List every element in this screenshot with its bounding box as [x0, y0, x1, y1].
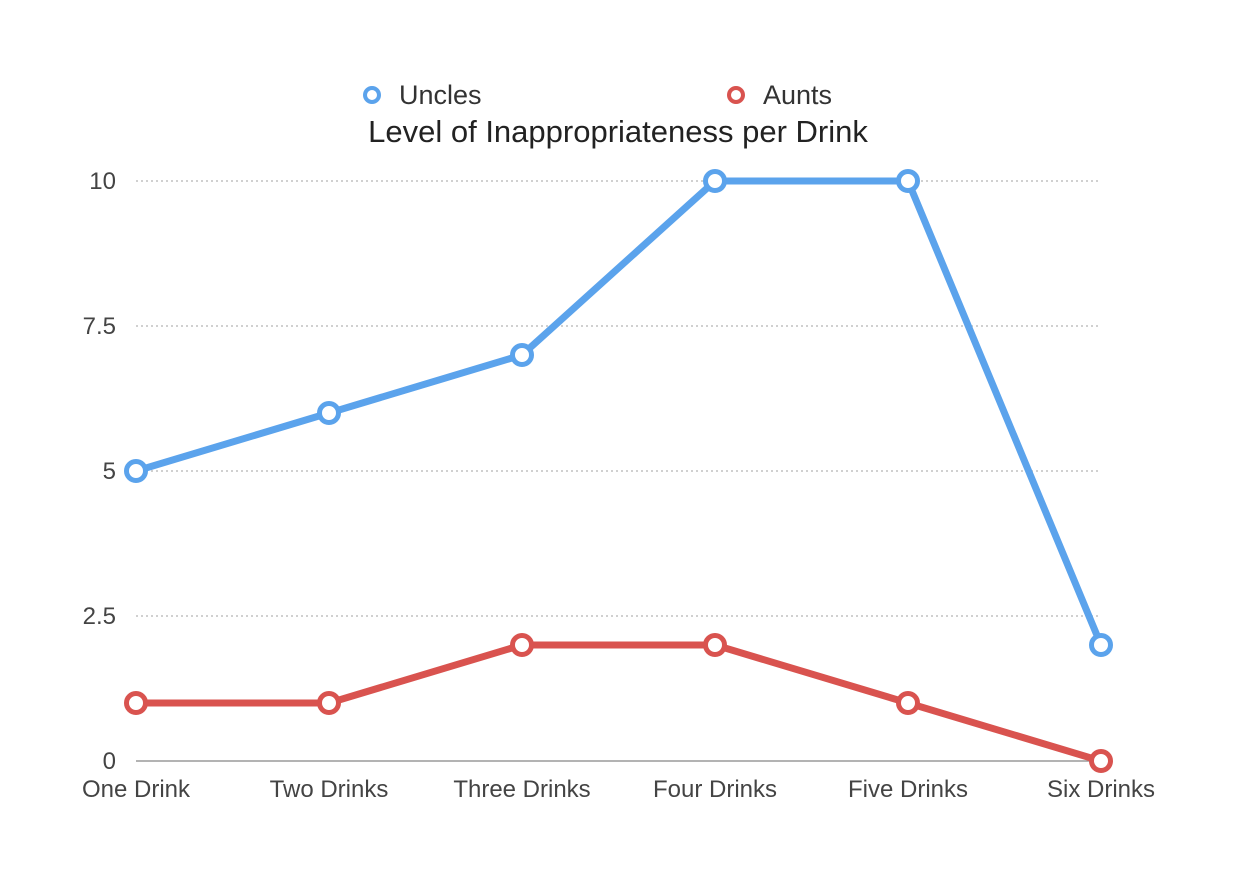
legend-label-aunts: Aunts: [763, 80, 832, 110]
data-point-aunts-six-drinks: [1089, 749, 1113, 773]
y-tick-label-10: 10: [89, 168, 116, 195]
data-point-aunts-one-drink: [124, 691, 148, 715]
data-point-uncles-three-drinks: [510, 343, 534, 367]
x-tick-label-two-drinks: Two Drinks: [270, 776, 389, 803]
grid: [136, 180, 1101, 617]
legend-marker-uncles: [363, 86, 381, 104]
y-tick-label-2-5: 2.5: [83, 603, 116, 630]
data-point-aunts-five-drinks: [896, 691, 920, 715]
data-point-aunts-two-drinks: [317, 691, 341, 715]
legend-label-uncles: Uncles: [399, 80, 482, 110]
series-uncles: [124, 169, 1113, 657]
legend: Uncles Aunts: [363, 80, 832, 110]
data-point-uncles-five-drinks: [896, 169, 920, 193]
data-point-uncles-one-drink: [124, 459, 148, 483]
data-point-aunts-four-drinks: [703, 633, 727, 657]
data-point-aunts-three-drinks: [510, 633, 534, 657]
axes: 0 2.5 5 7.5 10 One Drink Two Drinks Three Drink…: [82, 168, 1155, 803]
data-point-uncles-four-drinks: [703, 169, 727, 193]
series-aunts: [124, 633, 1113, 773]
x-tick-label-six-drinks: Six Drinks: [1047, 776, 1155, 803]
legend-item-aunts: Aunts: [727, 80, 832, 110]
chart-title: Level of Inappropriateness per Drink: [368, 114, 868, 149]
x-tick-label-five-drinks: Five Drinks: [848, 776, 968, 803]
series-line-uncles: [132, 177, 1105, 649]
x-tick-label-three-drinks: Three Drinks: [453, 776, 590, 803]
y-tick-label-7-5: 7.5: [83, 313, 116, 340]
y-tick-label-5: 5: [103, 458, 116, 485]
series-line-aunts: [132, 641, 1105, 765]
x-tick-label-four-drinks: Four Drinks: [653, 776, 777, 803]
y-tick-label-0: 0: [103, 748, 116, 775]
legend-item-uncles: Uncles: [363, 80, 482, 110]
legend-marker-aunts: [727, 86, 745, 104]
x-tick-label-one-drink: One Drink: [82, 776, 191, 803]
data-point-uncles-six-drinks: [1089, 633, 1113, 657]
data-point-uncles-two-drinks: [317, 401, 341, 425]
series: [124, 169, 1113, 773]
